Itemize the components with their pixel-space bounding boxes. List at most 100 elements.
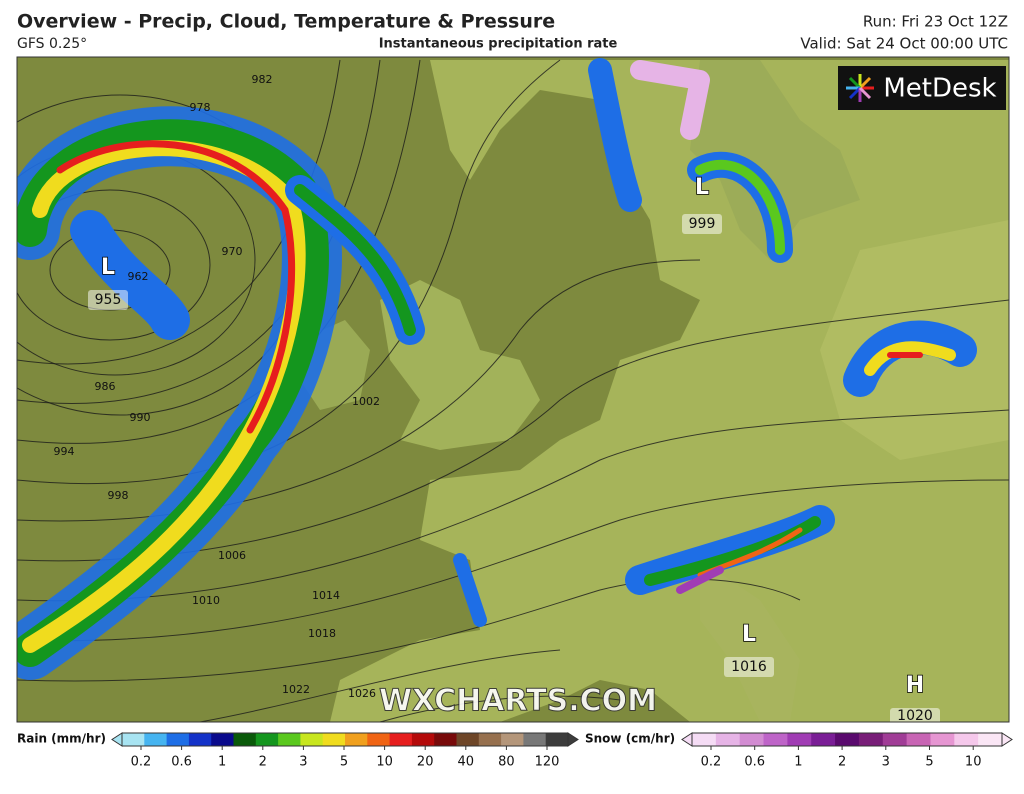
legend-swatch — [954, 733, 979, 746]
legend-swatch — [501, 733, 524, 746]
legend-tick-label: 5 — [340, 755, 348, 770]
legend-tick-label: 80 — [498, 755, 515, 770]
legend-tick-label: 2 — [259, 755, 267, 770]
legend-swatch — [545, 733, 569, 746]
legend-frame — [691, 732, 1003, 747]
legend-tick-label: 0.2 — [701, 755, 722, 770]
center-letter: L — [742, 622, 756, 647]
title: Overview - Precip, Cloud, Temperature & … — [17, 11, 555, 33]
legend-swatch — [278, 733, 301, 746]
legend-tick-label: 20 — [417, 755, 434, 770]
legend-swatch — [389, 733, 413, 746]
legend-frame — [121, 732, 569, 747]
logo: MetDesk — [883, 74, 996, 104]
legend-swatch — [787, 733, 812, 746]
map-frame — [16, 56, 1010, 723]
legend-swatch — [166, 733, 190, 746]
legend-swatch — [478, 733, 502, 746]
isobar-label: 994 — [54, 445, 75, 458]
legend-swatch — [835, 733, 860, 746]
scandinavia — [690, 60, 860, 260]
isobar-label: 970 — [222, 245, 243, 258]
isobar-label: 1006 — [218, 549, 246, 562]
legend-swatch — [811, 733, 836, 746]
logo-icon — [846, 74, 874, 102]
legend-tick-label: 10 — [376, 755, 393, 770]
legend-swatch — [763, 733, 788, 746]
legend-arrow — [681, 732, 693, 747]
legend-swatch — [122, 733, 145, 746]
isobar-label: 1018 — [308, 627, 336, 640]
center-letter: L — [695, 175, 709, 200]
legend-swatch — [978, 733, 1003, 746]
legend-swatch — [322, 733, 346, 746]
legend-swatch — [233, 733, 257, 746]
center-letter: H — [906, 673, 924, 698]
isobar-label: 978 — [190, 101, 211, 114]
center-box — [88, 290, 128, 310]
legend-swatch — [144, 733, 168, 746]
legend-swatch — [434, 733, 457, 746]
legend-swatch — [255, 733, 279, 746]
italy — [700, 560, 800, 722]
legend-swatch — [882, 733, 908, 746]
isobar-label: 1022 — [282, 683, 310, 696]
rain-legend: 0.2 0.6 1 2 3 5 10 20 40 80 120 — [111, 732, 579, 770]
snow-legend: 0.2 0.6 1 2 3 5 10 — [681, 732, 1013, 770]
legend-tick-label: 3 — [882, 755, 890, 770]
legend-swatch — [715, 733, 741, 746]
legend-tick-label: 0.2 — [131, 755, 152, 770]
center-box — [890, 708, 940, 722]
map: 962 970 978 982 986 990 994 998 1002 100… — [17, 57, 1009, 724]
legend-tick-label: 40 — [458, 755, 475, 770]
valid-time: Valid: Sat 24 Oct 00:00 UTC — [800, 35, 1008, 53]
run-time: Run: Fri 23 Oct 12Z — [863, 13, 1008, 31]
legend-tick-label: 2 — [838, 755, 846, 770]
legend-arrow — [111, 732, 123, 747]
legend-swatch — [456, 733, 480, 746]
snow-legend-label: Snow (cm/hr) — [585, 732, 675, 746]
legend-swatch — [930, 733, 955, 746]
watermark: WXCHARTS.COM — [379, 684, 657, 719]
center-value: 1020 — [897, 708, 933, 724]
legend-tick-label: 3 — [299, 755, 307, 770]
isobar-label: 986 — [95, 380, 116, 393]
center-letter: L — [101, 255, 115, 280]
subtitle: Instantaneous precipitation rate — [379, 37, 618, 52]
legend-swatch — [692, 733, 717, 746]
legend-arrow — [1001, 732, 1013, 747]
legend-swatch — [211, 733, 234, 746]
legend-swatch — [523, 733, 547, 746]
precipitation — [17, 58, 977, 680]
center-value: 999 — [689, 216, 716, 232]
isobar-label: 990 — [130, 411, 151, 424]
isobar-label: 1026 — [348, 687, 376, 700]
legend-tick-label: 120 — [535, 755, 560, 770]
isobar-label: 982 — [252, 73, 273, 86]
isobar-label: 1014 — [312, 589, 340, 602]
legend-arrow — [567, 732, 579, 747]
legend-swatch — [906, 733, 931, 746]
legend-swatch — [858, 733, 884, 746]
legend-swatch — [188, 733, 212, 746]
legend-swatch — [367, 733, 391, 746]
model: GFS 0.25° — [17, 36, 87, 52]
legend-swatch — [300, 733, 324, 746]
legend-swatch — [739, 733, 765, 746]
legend-tick-label: 0.6 — [744, 755, 765, 770]
center-box — [724, 657, 774, 677]
isobar-label: 1002 — [352, 395, 380, 408]
legend-swatch — [345, 733, 368, 746]
legend-tick-label: 1 — [794, 755, 802, 770]
center-box — [682, 214, 722, 234]
continent — [330, 60, 1009, 722]
legend-swatch — [411, 733, 435, 746]
legend-tick-label: 0.6 — [171, 755, 192, 770]
legend-tick-label: 1 — [218, 755, 226, 770]
isobar-label: 962 — [128, 270, 149, 283]
isobar-label: 998 — [108, 489, 129, 502]
center-value: 1016 — [731, 659, 767, 675]
rain-legend-label: Rain (mm/hr) — [17, 732, 106, 746]
isobar-label: 1010 — [192, 594, 220, 607]
